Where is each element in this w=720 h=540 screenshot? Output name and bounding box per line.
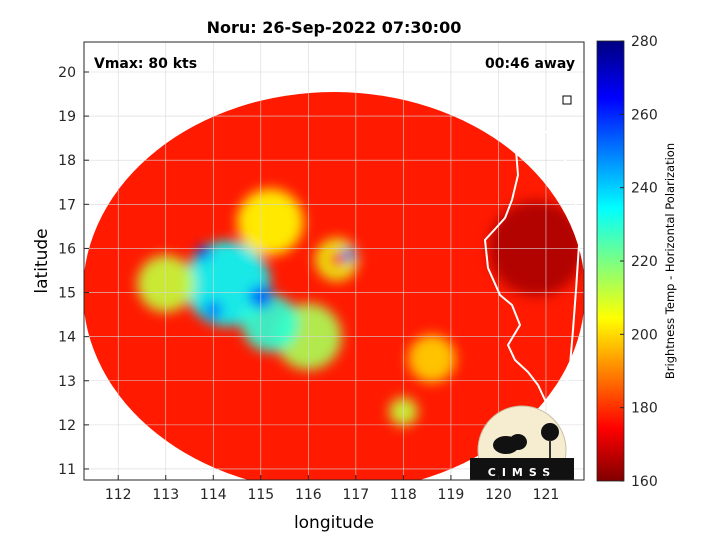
coastline [483,126,582,410]
time-away-annotation: 00:46 away [485,56,575,72]
colorbar-tick-label: 160 [631,474,658,490]
y-tick-label: 14 [58,330,76,346]
y-tick-label: 18 [58,153,76,169]
cimss-logo: CIMSS [470,405,574,480]
y-tick-label: 15 [58,286,76,302]
x-axis-label: longitude [294,513,374,533]
x-tick-label: 114 [200,487,227,503]
colorbar-tick-label: 260 [631,107,658,123]
y-tick-label: 16 [58,241,76,257]
x-tick-label: 119 [438,487,465,503]
y-tick-label: 17 [58,197,76,213]
feature-eye [327,249,347,269]
feature-band-southwest [241,294,299,352]
x-tick-label: 118 [390,487,417,503]
colorbar-tick-label: 280 [631,34,658,50]
colorbar-tick-label: 180 [631,401,658,417]
y-tick-label: 11 [58,462,76,478]
x-tick-label: 115 [247,487,274,503]
colorbar [596,40,625,482]
vmax-annotation: Vmax: 80 kts [94,56,197,72]
feature-band-west-core [196,245,211,260]
x-tick-label: 113 [152,487,179,503]
x-tick-label: 121 [533,487,560,503]
island-outline [562,95,572,105]
y-tick-label: 20 [58,65,76,81]
colorbar-tick-label: 240 [631,181,658,197]
y-axis-label: latitude [32,228,52,293]
feature-band-east [408,334,456,383]
feature-eyewall-east [341,247,356,263]
x-tick-label: 112 [105,487,132,503]
axes-frame [83,41,585,481]
y-tick-label: 12 [58,418,76,434]
x-tick-label: 120 [485,487,512,503]
x-tick-label: 116 [295,487,322,503]
logo-text: CIMSS [488,466,556,479]
colorbar-tick-label: 200 [631,327,658,343]
chart-title: Noru: 26-Sep-2022 07:30:00 [207,18,462,37]
feature-band-north [237,188,304,256]
x-tick-label: 117 [342,487,369,503]
y-tick-label: 19 [58,109,76,125]
colorbar-label: Brightness Temp - Horizontal Polarizatio… [663,143,677,379]
colorbar-tick-label: 220 [631,254,658,270]
y-tick-label: 13 [58,374,76,390]
